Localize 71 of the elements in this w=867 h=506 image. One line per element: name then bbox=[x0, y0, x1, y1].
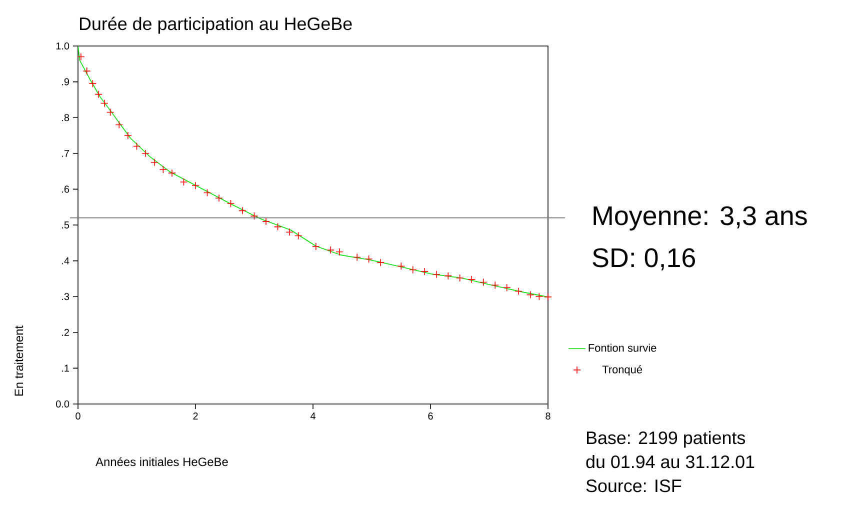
source-note: Source: ISF bbox=[586, 479, 682, 492]
x-tick-label: 0 bbox=[76, 412, 80, 420]
point bbox=[353, 253, 361, 262]
point bbox=[94, 90, 102, 98]
point bbox=[336, 248, 344, 256]
y-tick-label: .6 bbox=[62, 186, 70, 193]
x-axis-title: Années initiales HeGeBe bbox=[96, 457, 228, 466]
point bbox=[491, 281, 500, 290]
point bbox=[115, 120, 124, 129]
point bbox=[168, 169, 176, 177]
y-tick-label: .2 bbox=[62, 328, 69, 336]
y-tick-label: .3 bbox=[62, 293, 70, 300]
point bbox=[274, 222, 282, 231]
point bbox=[286, 228, 294, 236]
point bbox=[159, 166, 168, 174]
y-tick-label: .5 bbox=[62, 222, 70, 228]
point bbox=[376, 258, 384, 266]
point bbox=[326, 246, 335, 254]
point bbox=[397, 262, 406, 270]
y-tick-label: .1 bbox=[62, 364, 70, 372]
point bbox=[420, 268, 429, 276]
x-tick-label: 6 bbox=[428, 412, 433, 420]
y-tick-label: .4 bbox=[62, 257, 70, 264]
point bbox=[444, 272, 452, 280]
legend-label: Tronqué bbox=[602, 365, 642, 376]
y-tick-label: .8 bbox=[62, 114, 70, 122]
point bbox=[502, 284, 511, 292]
y-axis-title: En traitement bbox=[14, 326, 24, 396]
point bbox=[180, 178, 188, 186]
point bbox=[82, 67, 91, 75]
y-tick-label: .7 bbox=[62, 150, 69, 157]
point bbox=[468, 276, 476, 284]
point bbox=[124, 132, 132, 140]
point bbox=[535, 292, 544, 300]
point bbox=[88, 80, 97, 88]
point bbox=[262, 218, 270, 226]
point bbox=[408, 266, 417, 274]
point bbox=[364, 255, 373, 263]
point bbox=[100, 99, 108, 108]
x-tick-label: 4 bbox=[310, 412, 316, 420]
point bbox=[432, 270, 440, 278]
text: du 01.94 au 31.12.01 bbox=[586, 455, 754, 468]
point bbox=[456, 274, 464, 282]
x-tick-label: 8 bbox=[546, 412, 550, 420]
point bbox=[142, 149, 150, 158]
point bbox=[544, 293, 552, 301]
point bbox=[203, 188, 212, 197]
point bbox=[106, 108, 114, 116]
text: Base: 2199 patients bbox=[586, 431, 746, 448]
point bbox=[294, 232, 302, 240]
line-series bbox=[78, 46, 548, 298]
y-tick-label: 1.0 bbox=[56, 42, 70, 50]
point bbox=[250, 212, 258, 220]
point bbox=[150, 158, 158, 166]
point bbox=[215, 194, 223, 202]
point bbox=[238, 206, 246, 215]
y-tick-label: .9 bbox=[62, 78, 70, 86]
chart-title: Durée de participation au HeGeBe bbox=[80, 16, 352, 34]
x-tick-label: 2 bbox=[193, 412, 198, 420]
point bbox=[312, 242, 320, 250]
point bbox=[132, 142, 141, 150]
point bbox=[526, 290, 534, 299]
point bbox=[514, 287, 523, 296]
point bbox=[77, 52, 85, 61]
text: Moyenne: 3,3 ans bbox=[594, 206, 807, 231]
point bbox=[192, 182, 200, 190]
text: SD: 0,16 bbox=[592, 248, 695, 270]
legend-label: Fontion survie bbox=[588, 344, 656, 352]
point bbox=[226, 200, 235, 208]
y-tick-label: 0.0 bbox=[56, 400, 70, 408]
point bbox=[479, 278, 488, 286]
